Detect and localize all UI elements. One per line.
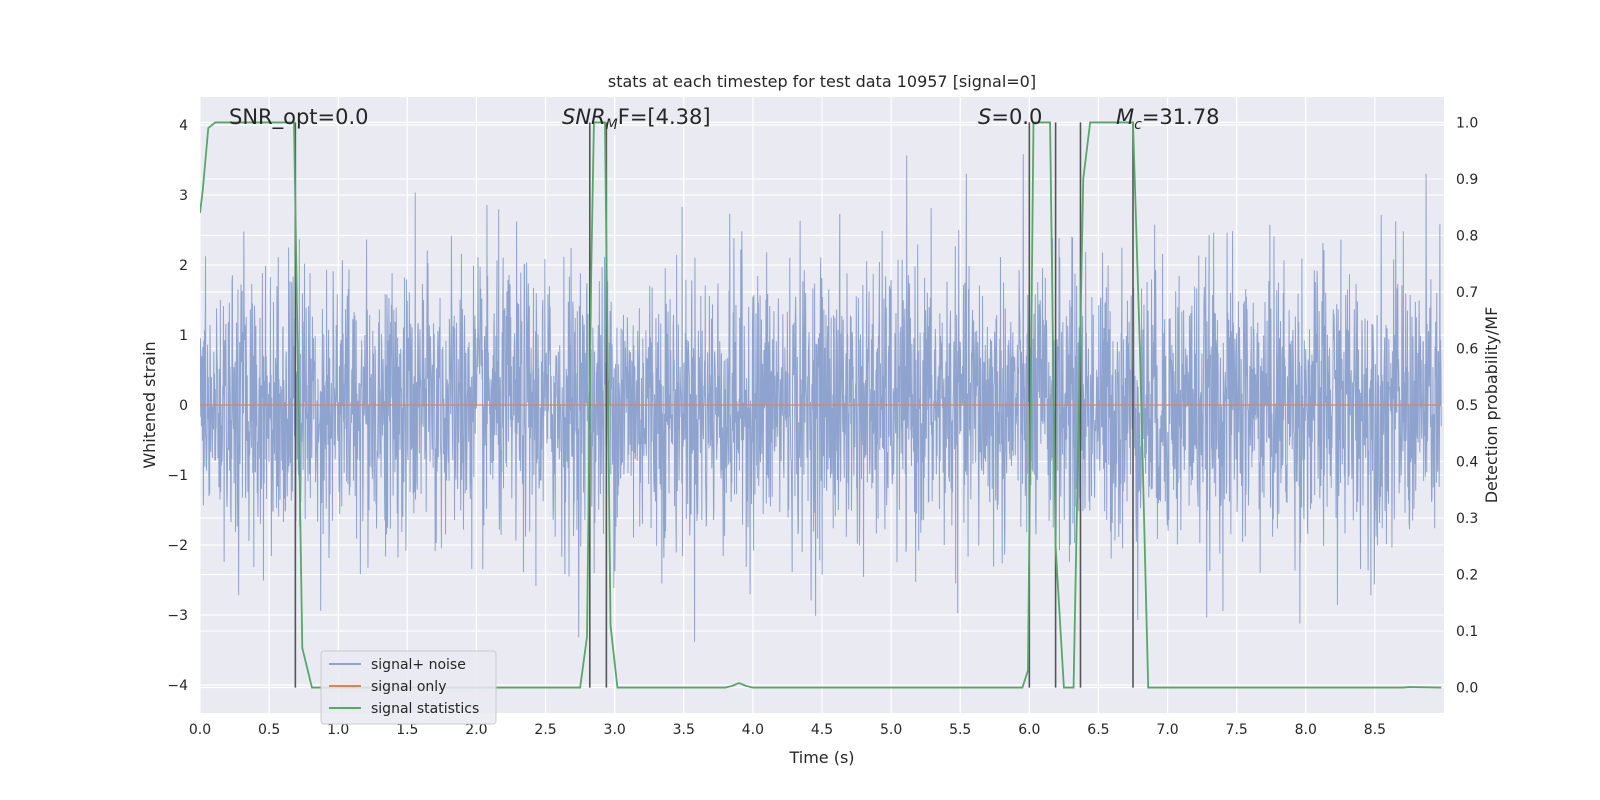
y-left-tick-label: 1 xyxy=(179,328,188,344)
annotation-snr-opt: SNR_opt=0.0 xyxy=(229,105,369,130)
y-axis-left-label: Whitened strain xyxy=(140,341,159,468)
annotation-mc-rest: =31.78 xyxy=(1142,105,1220,129)
y-left-tick-label: −2 xyxy=(167,538,188,554)
y-left-tick-label: −4 xyxy=(167,678,188,694)
y-axis-right-label: Detection probability/MF xyxy=(1482,307,1501,504)
y-left-tick-labels: 4 3 2 1 0 −1 −2 −3 −4 xyxy=(167,118,188,694)
x-tick-label: 0.0 xyxy=(189,722,211,738)
y-left-tick-label: 2 xyxy=(179,258,188,274)
y-right-tick-label: 0.9 xyxy=(1456,172,1478,188)
y-left-tick-label: −3 xyxy=(167,608,188,624)
x-tick-labels: 0.0 0.5 1.0 1.5 2.0 2.5 3.0 3.5 4.0 4.5 5.0 5.5 6.0 6… xyxy=(189,722,1386,738)
x-axis-label: Time (s) xyxy=(788,748,854,767)
x-tick-label: 8.5 xyxy=(1364,722,1386,738)
annotation-snr-mf-sub: M xyxy=(606,117,618,133)
y-right-tick-label: 0.8 xyxy=(1456,228,1478,244)
x-tick-label: 6.5 xyxy=(1087,722,1109,738)
annotation-mc: Mc=31.78 xyxy=(1116,105,1220,133)
annotation-snr-mf: SNRMF=[4.38] xyxy=(562,105,711,133)
x-tick-label: 1.0 xyxy=(327,722,349,738)
x-tick-label: 4.0 xyxy=(742,722,764,738)
y-right-tick-label: 0.1 xyxy=(1456,624,1478,640)
legend: signal+ noise signal only signal statist… xyxy=(320,650,497,725)
x-tick-label: 4.5 xyxy=(811,722,833,738)
x-tick-label: 3.0 xyxy=(604,722,626,738)
y-right-tick-label: 0.0 xyxy=(1456,681,1478,697)
x-tick-label: 3.5 xyxy=(673,722,695,738)
x-tick-label: 7.0 xyxy=(1156,722,1178,738)
x-tick-label: 7.5 xyxy=(1226,722,1248,738)
x-tick-label: 6.0 xyxy=(1018,722,1040,738)
y-left-tick-label: 0 xyxy=(179,398,188,414)
annotation-mc-sub: c xyxy=(1134,117,1142,133)
x-tick-label: 5.5 xyxy=(949,722,971,738)
x-tick-label: 1.5 xyxy=(396,722,418,738)
x-tick-label: 8.0 xyxy=(1295,722,1317,738)
annotation-snr-mf-var: SNR xyxy=(562,105,606,129)
legend-label-signal-statistics: signal statistics xyxy=(371,701,479,717)
x-tick-label: 2.5 xyxy=(534,722,556,738)
y-right-tick-label: 0.4 xyxy=(1456,455,1478,471)
y-right-tick-labels: 1.0 0.9 0.8 0.7 0.6 0.5 0.4 0.3 0.2 0.1 0.0 xyxy=(1456,115,1478,696)
y-left-tick-label: −1 xyxy=(167,468,188,484)
series-signal-noise xyxy=(200,154,1442,642)
annotation-s: S=0.0 xyxy=(978,105,1042,129)
y-right-tick-label: 0.2 xyxy=(1456,568,1478,584)
y-left-tick-label: 3 xyxy=(179,188,188,204)
x-tick-label: 0.5 xyxy=(258,722,280,738)
chart-title: stats at each timestep for test data 109… xyxy=(608,72,1036,91)
y-left-tick-label: 4 xyxy=(179,118,188,134)
legend-box xyxy=(320,650,497,725)
x-tick-label: 2.0 xyxy=(465,722,487,738)
legend-label-signal-noise: signal+ noise xyxy=(371,657,466,673)
annotation-s-rest: =0.0 xyxy=(991,105,1042,129)
annotation-mc-var: M xyxy=(1116,105,1134,129)
series-signal-statistics xyxy=(200,121,1442,689)
data-layer xyxy=(200,121,1442,689)
y-right-tick-label: 1.0 xyxy=(1456,115,1478,131)
legend-label-signal-only: signal only xyxy=(371,679,446,695)
annotation-snr-mf-rest: F=[4.38] xyxy=(618,105,711,129)
y-right-tick-label: 0.3 xyxy=(1456,511,1478,527)
y-right-tick-label: 0.5 xyxy=(1456,398,1478,414)
x-tick-label: 5.0 xyxy=(880,722,902,738)
y-right-tick-label: 0.6 xyxy=(1456,341,1478,357)
y-right-tick-label: 0.7 xyxy=(1456,285,1478,301)
annotation-s-var: S xyxy=(978,105,991,129)
